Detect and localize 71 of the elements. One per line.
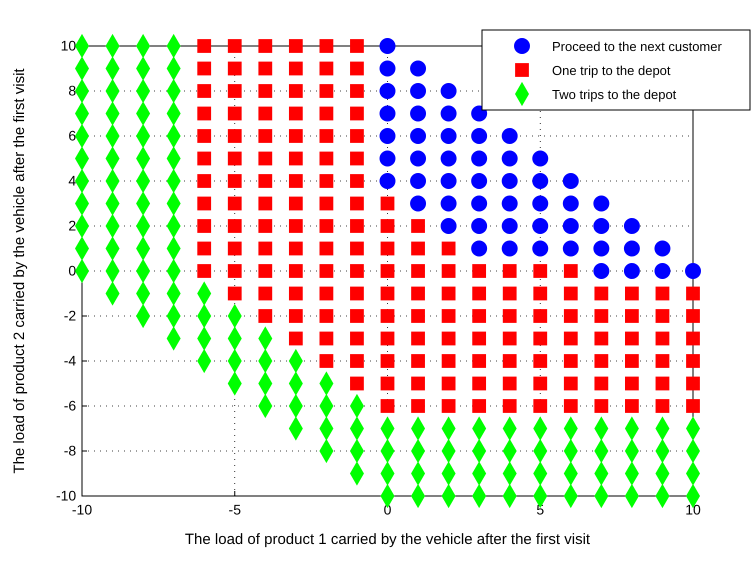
point	[502, 150, 518, 166]
point	[471, 106, 488, 122]
point	[410, 128, 426, 144]
point	[440, 150, 457, 166]
point	[410, 173, 426, 189]
point	[410, 60, 426, 76]
point	[532, 173, 548, 189]
point	[502, 196, 518, 212]
point	[502, 173, 518, 189]
point	[440, 218, 457, 234]
point	[562, 240, 579, 256]
point	[624, 240, 640, 256]
point	[471, 218, 488, 234]
point	[380, 128, 396, 144]
point	[685, 263, 701, 279]
point	[410, 150, 426, 166]
point	[593, 218, 610, 234]
legend-label: Two trips to the depot	[552, 87, 677, 102]
point	[471, 128, 488, 144]
point	[380, 60, 396, 76]
x-axis-title: The load of product 1 carried by the vehicle after the first visit	[184, 531, 591, 548]
point	[440, 83, 457, 99]
legend-label: Proceed to the next customer	[552, 39, 722, 54]
y-tick-label: 0	[68, 262, 76, 278]
point	[532, 196, 548, 212]
point	[593, 240, 610, 256]
y-tick-label: -2	[64, 307, 76, 324]
y-tick-label: -4	[64, 352, 76, 368]
point	[440, 196, 457, 212]
point	[654, 263, 670, 279]
point	[471, 240, 488, 256]
point	[380, 150, 396, 166]
y-tick-label: -6	[64, 397, 76, 414]
point	[624, 263, 640, 279]
point	[593, 263, 610, 279]
point	[380, 173, 396, 189]
point	[562, 196, 579, 212]
y-tick-label: 6	[68, 127, 76, 144]
point	[410, 83, 426, 99]
point	[440, 173, 457, 189]
point	[471, 150, 488, 166]
point	[562, 173, 579, 189]
point	[410, 106, 426, 122]
point	[532, 218, 548, 234]
point	[471, 173, 488, 189]
point	[440, 106, 457, 122]
point	[502, 240, 518, 256]
point	[532, 240, 548, 256]
point	[502, 128, 518, 144]
y-tick-label: 8	[68, 82, 76, 98]
y-tick-label: -8	[64, 442, 76, 458]
y-tick-label: 2	[68, 217, 76, 234]
point	[380, 38, 396, 54]
point	[502, 218, 518, 234]
point	[654, 240, 670, 256]
y-tick-label: 10	[60, 37, 76, 54]
point	[593, 196, 610, 212]
point	[471, 196, 488, 212]
x-tick-label: 10	[685, 501, 701, 518]
y-tick-label: 4	[68, 172, 76, 188]
point	[440, 128, 457, 144]
point	[410, 196, 426, 212]
point	[380, 106, 396, 122]
y-tick-label: -10	[56, 487, 76, 504]
x-tick-label: -5	[228, 501, 242, 518]
point	[380, 83, 396, 99]
legend-label: One trip to the depot	[552, 63, 671, 78]
point	[562, 218, 579, 234]
point	[532, 150, 548, 166]
y-axis-title: The load of product 2 carried by the vehicle after the first visit	[11, 68, 28, 474]
point	[624, 218, 640, 234]
